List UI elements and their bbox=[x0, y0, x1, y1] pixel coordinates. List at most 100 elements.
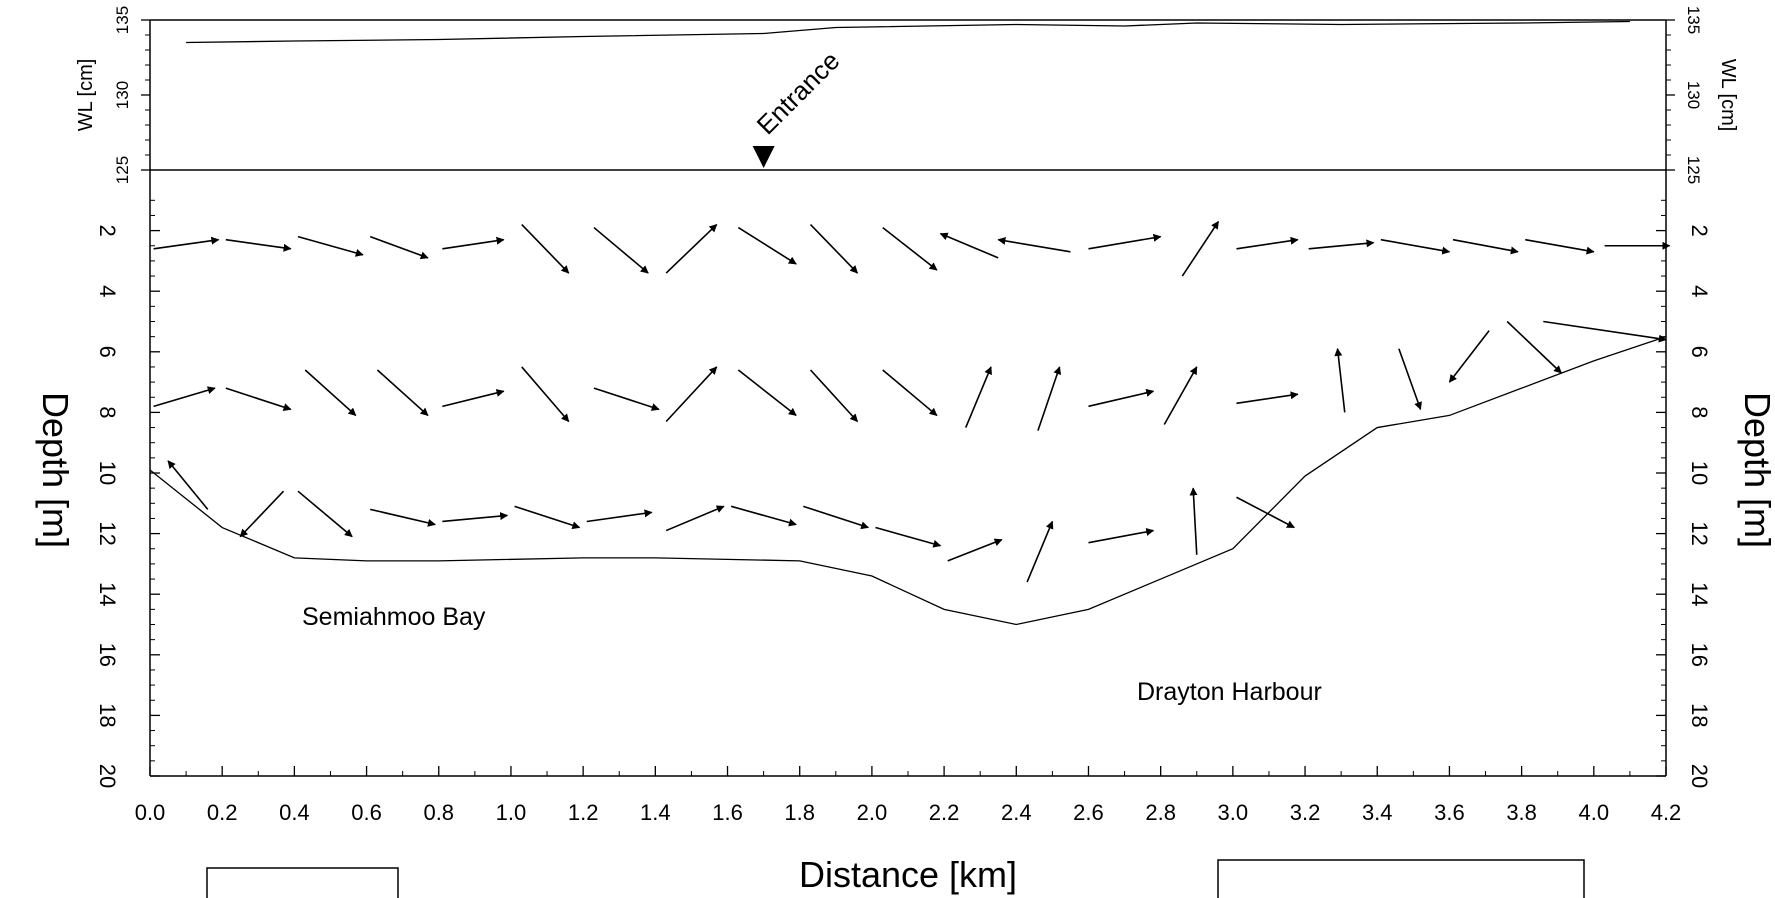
legend-box-right bbox=[1217, 859, 1585, 898]
depth-tick-label-left: 6 bbox=[95, 346, 120, 358]
current-vector-arrow bbox=[593, 387, 660, 411]
current-vector-arrow bbox=[997, 236, 1071, 253]
current-vector-arrow bbox=[939, 232, 999, 259]
x-tick-label: 2.0 bbox=[857, 800, 888, 825]
current-vector-arrow bbox=[369, 235, 429, 260]
wl-tick-label-right: 130 bbox=[1684, 81, 1703, 109]
axis-ticks bbox=[141, 19, 1675, 777]
x-tick-label: 3.2 bbox=[1290, 800, 1321, 825]
current-vector-arrow bbox=[1543, 320, 1667, 343]
current-vector-arrow bbox=[297, 235, 364, 257]
x-tick-label: 1.4 bbox=[640, 800, 671, 825]
axis-tick-labels: 0.0 0.2 0.4 0.6 0.8 1.0 1.2 1.4 1.6 1.8 2.0 2.2 2.4 2… bbox=[95, 6, 1712, 825]
x-tick-label: 0.4 bbox=[279, 800, 310, 825]
current-vector-arrow bbox=[1189, 487, 1198, 555]
current-vector-arrow bbox=[882, 226, 938, 271]
depth-tick-label-right: 18 bbox=[1687, 703, 1712, 727]
current-vectors bbox=[153, 220, 1671, 583]
depth-tick-label-left: 12 bbox=[95, 521, 120, 545]
x-tick-label: 3.8 bbox=[1506, 800, 1537, 825]
current-vector-arrow bbox=[803, 505, 870, 530]
x-tick-label: 1.6 bbox=[712, 800, 743, 825]
current-vector-arrow bbox=[1308, 239, 1375, 250]
depth-tick-label-right: 8 bbox=[1687, 406, 1712, 418]
current-vector-arrow bbox=[167, 460, 209, 510]
x-tick-label: 0.8 bbox=[423, 800, 454, 825]
current-vector-arrow bbox=[225, 238, 292, 252]
semiahmoo-bay-label: Semiahmoo Bay bbox=[302, 603, 486, 631]
entrance-marker bbox=[752, 146, 775, 168]
depth-tick-label-left: 8 bbox=[95, 406, 120, 418]
current-vector-arrow bbox=[809, 369, 859, 423]
x-tick-label: 2.8 bbox=[1145, 800, 1176, 825]
current-vector-arrow bbox=[304, 369, 357, 417]
x-tick-label: 0.0 bbox=[135, 800, 166, 825]
x-tick-label: 1.8 bbox=[784, 800, 815, 825]
entrance-label: Entrance bbox=[751, 45, 846, 140]
x-tick-label: 4.0 bbox=[1579, 800, 1610, 825]
depth-tick-label-left: 18 bbox=[95, 703, 120, 727]
current-vector-arrow bbox=[1181, 220, 1220, 277]
current-vector-arrow bbox=[1448, 330, 1490, 383]
depth-tick-label-right: 6 bbox=[1687, 346, 1712, 358]
x-tick-label: 2.2 bbox=[929, 800, 960, 825]
current-vector-arrow bbox=[1037, 366, 1062, 431]
depth-tick-label-right: 10 bbox=[1687, 461, 1712, 485]
current-vector-arrow bbox=[1236, 496, 1295, 529]
current-vector-arrow bbox=[369, 508, 436, 527]
x-tick-label: 3.6 bbox=[1434, 800, 1465, 825]
depth-tick-label-left: 14 bbox=[95, 582, 120, 606]
current-vector-arrow bbox=[521, 366, 570, 423]
depth-tick-label-right: 12 bbox=[1687, 521, 1712, 545]
current-vector-arrow bbox=[1088, 233, 1162, 250]
depth-tick-label-right: 2 bbox=[1687, 224, 1712, 236]
depth-tick-label-left: 20 bbox=[95, 764, 120, 788]
wl-tick-label-left: 135 bbox=[113, 6, 132, 34]
x-tick-label: 2.4 bbox=[1001, 800, 1032, 825]
current-vector-arrow bbox=[737, 369, 797, 417]
depth-tick-label-left: 4 bbox=[95, 285, 120, 297]
current-vector-arrow bbox=[442, 389, 505, 408]
current-vector-arrow bbox=[1236, 236, 1299, 250]
wl-tick-label-left: 130 bbox=[113, 81, 132, 109]
current-vector-arrow bbox=[1398, 348, 1422, 411]
current-vector-arrow bbox=[1236, 391, 1299, 405]
current-vector-arrow bbox=[1452, 238, 1519, 255]
wl-tick-label-right: 135 bbox=[1684, 6, 1703, 34]
depth-tick-label-right: 20 bbox=[1687, 764, 1712, 788]
current-vector-arrow bbox=[665, 223, 718, 274]
current-vector-arrow bbox=[521, 223, 570, 274]
depth-tick-label-right: 16 bbox=[1687, 643, 1712, 667]
current-vector-arrow bbox=[153, 386, 216, 408]
depth-tick-label-left: 2 bbox=[95, 224, 120, 236]
depth-tick-label-left: 10 bbox=[95, 461, 120, 485]
wl-axis-title-left: WL [cm] bbox=[75, 59, 97, 132]
current-vector-arrow bbox=[593, 226, 649, 274]
current-vector-arrow bbox=[225, 387, 292, 411]
current-vector-arrow bbox=[1334, 347, 1346, 413]
x-tick-label: 0.2 bbox=[207, 800, 238, 825]
x-tick-label: 3.4 bbox=[1362, 800, 1393, 825]
current-vector-arrow bbox=[297, 490, 353, 538]
current-vector-arrow bbox=[153, 236, 220, 250]
current-vector-arrow bbox=[947, 538, 1003, 562]
x-tick-label: 3.0 bbox=[1218, 800, 1249, 825]
current-vector-arrow bbox=[1525, 238, 1595, 255]
current-vector-arrow bbox=[1380, 238, 1451, 255]
current-vector-arrow bbox=[442, 512, 509, 523]
x-tick-label: 0.6 bbox=[351, 800, 382, 825]
bottom-profile-line bbox=[149, 336, 1667, 626]
current-vector-arrow bbox=[875, 526, 942, 548]
wl-axis-title-right: WL [cm] bbox=[1717, 59, 1739, 132]
current-vector-arrow bbox=[1088, 527, 1155, 544]
depth-axis-title-right: Depth [m] bbox=[1737, 392, 1775, 548]
current-vector-arrow bbox=[665, 366, 718, 423]
current-vector-arrow bbox=[586, 509, 653, 523]
current-vector-arrow bbox=[1163, 366, 1198, 425]
depth-tick-label-right: 4 bbox=[1687, 285, 1712, 297]
current-vector-arrow bbox=[882, 369, 938, 417]
current-vector-arrow bbox=[1026, 520, 1054, 583]
x-tick-label: 1.2 bbox=[568, 800, 599, 825]
current-vector-arrow bbox=[730, 505, 797, 527]
